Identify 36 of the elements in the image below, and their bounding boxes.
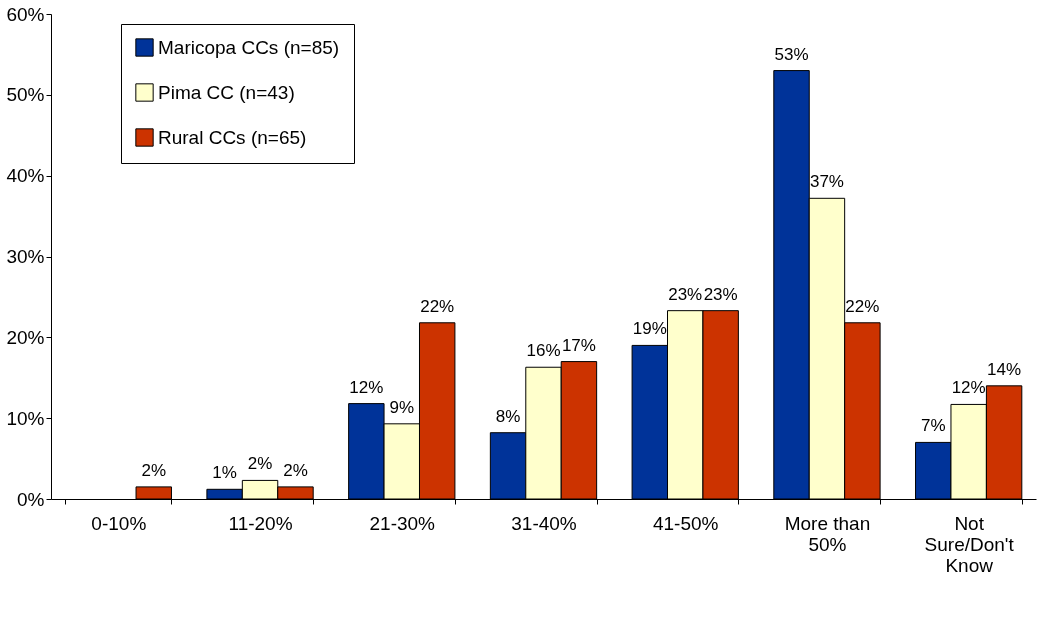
- data-label: 12%: [951, 378, 986, 398]
- x-tick-label: 41-50%: [652, 512, 719, 534]
- data-label: 12%: [349, 377, 384, 397]
- data-label: 37%: [809, 172, 844, 192]
- data-label: 14%: [987, 359, 1022, 379]
- y-tick-label: 40%: [6, 165, 45, 187]
- data-label: 17%: [561, 335, 596, 355]
- data-label: 2%: [141, 460, 167, 480]
- y-tick-label: 50%: [6, 84, 45, 106]
- y-tick-label: 0%: [17, 488, 45, 510]
- x-tick-label: 0-10%: [91, 512, 147, 534]
- x-tick-label: 31-40%: [511, 512, 577, 534]
- x-tick-label: 11-20%: [228, 512, 293, 534]
- data-label: 19%: [632, 319, 667, 339]
- data-label: 2%: [283, 460, 308, 480]
- x-tick-label: More than 50%: [784, 512, 871, 555]
- data-label: 1%: [212, 463, 237, 483]
- data-label: 22%: [420, 296, 455, 316]
- data-label: 8%: [495, 406, 521, 426]
- data-label: 22%: [845, 296, 880, 316]
- data-label: 53%: [774, 44, 809, 64]
- y-tick-label: 60%: [6, 3, 45, 25]
- x-tick-label: 21-30%: [369, 512, 436, 534]
- y-tick-label: 10%: [6, 407, 45, 429]
- data-label: 2%: [247, 454, 273, 474]
- legend-label: Pima CC (n=43): [158, 81, 295, 103]
- data-label: 23%: [703, 284, 738, 304]
- legend-label: Maricopa CCs (n=85): [158, 36, 340, 58]
- y-tick-label: 20%: [6, 326, 45, 348]
- y-tick-label: 30%: [6, 246, 45, 267]
- data-label: 23%: [668, 284, 703, 304]
- legend-label: Rural CCs (n=65): [158, 126, 307, 148]
- x-tick-label: Not Sure/Don't Know: [924, 512, 1015, 576]
- data-label: 7%: [920, 416, 946, 436]
- data-label: 16%: [526, 341, 561, 361]
- data-label: 9%: [389, 397, 415, 417]
